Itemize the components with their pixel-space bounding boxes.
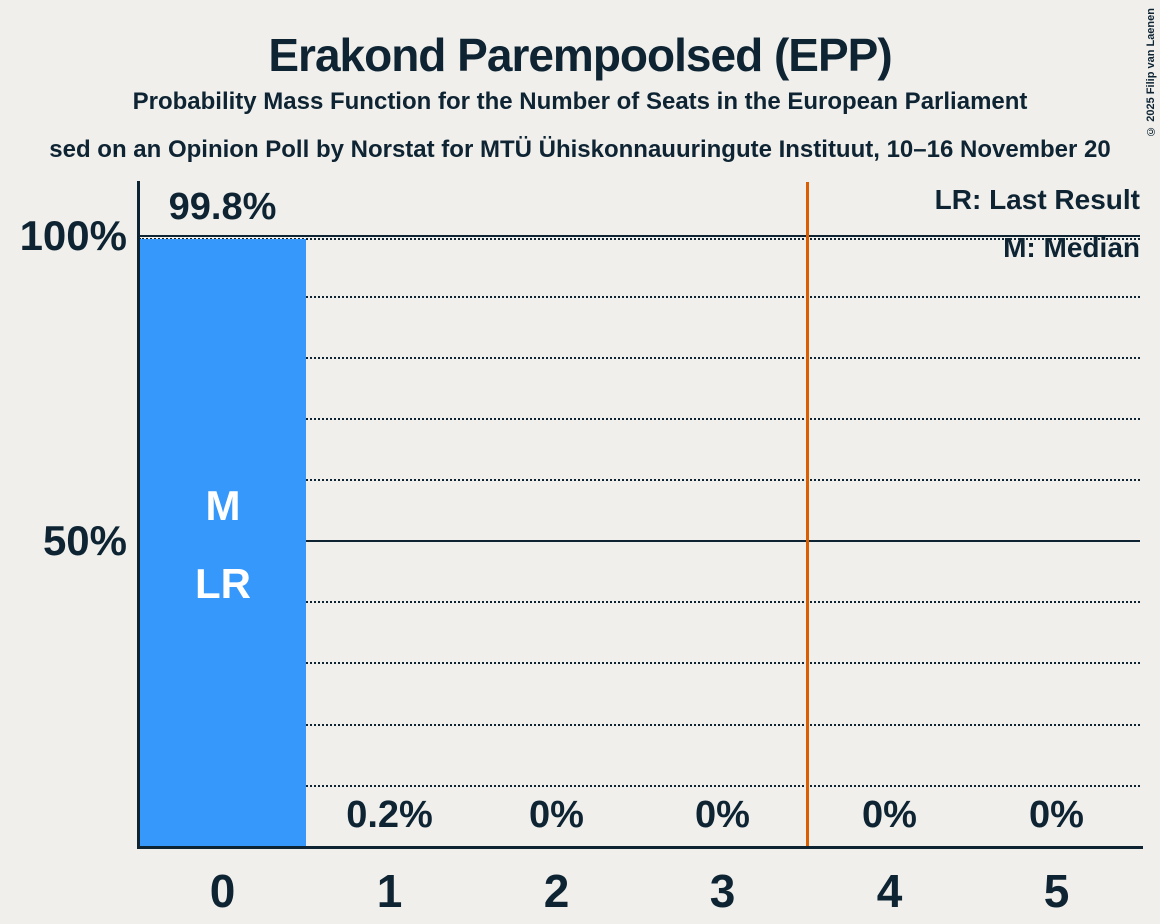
gridline-90pct [139,296,1140,298]
x-tick-label-4: 4 [876,865,903,917]
y-axis-line [137,181,140,849]
gridline-50pct [139,540,1140,542]
gridline-70pct [139,418,1140,420]
x-axis-line [137,846,1143,849]
legend-median: M: Median [1003,232,1140,263]
x-tick-label-1: 1 [376,865,403,917]
source-line: sed on an Opinion Poll by Norstat for MT… [49,136,1111,163]
x-tick-label-2: 2 [543,865,570,917]
bar-value-label-1: 0.2% [346,794,433,836]
bar-annotation-median-lastresult: M LR [140,485,306,605]
bar-value-label-2: 0% [529,794,584,836]
gridline-10pct [139,785,1140,787]
gridline-80pct [139,357,1140,359]
bar-value-label-0: 99.8% [168,186,277,228]
bar-value-label-4: 0% [862,794,917,836]
gridline-100pct [139,235,1140,237]
chart-subtitle: Probability Mass Function for the Number… [132,88,1028,115]
bar-value-label-3: 0% [695,794,750,836]
x-tick-label-0: 0 [209,865,236,917]
gridline-30pct [139,662,1140,664]
gridline-20pct [139,724,1140,726]
chart-title: Erakond Parempoolsed (EPP) [268,29,892,81]
threshold-line [806,182,809,846]
legend-last-result: LR: Last Result [934,184,1140,215]
x-tick-label-3: 3 [709,865,736,917]
y-tick-label-50: 50% [42,517,127,564]
x-tick-label-5: 5 [1043,865,1070,917]
copyright-note: © 2025 Filip van Laenen [1145,8,1157,137]
gridline-60pct [139,479,1140,481]
gridline-40pct [139,601,1140,603]
bar-value-label-5: 0% [1029,794,1084,836]
y-tick-label-100: 100% [19,212,127,259]
median-marker: M [205,482,241,529]
bar-seat-0 [140,239,306,846]
plot-area: M LR 0.2% 0% 0% 0% 0% [139,182,1140,846]
gridline-100pct-dotted [139,238,1140,240]
last-result-marker: LR [195,560,251,607]
